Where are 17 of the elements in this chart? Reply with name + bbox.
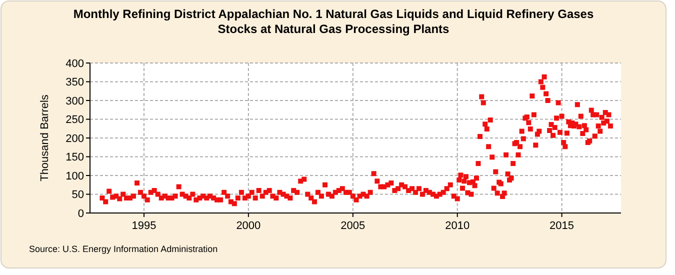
chart-title: Monthly Refining District Appalachian No. 1 Natural Gas Liquids and Liquid Refinery Gases Stocks at Natural Gas Processing Plants <box>73 7 594 36</box>
x-tick-label: 2005 <box>340 220 366 232</box>
y-tick-label: 0 <box>78 208 84 220</box>
y-axis-title: Thousand Barrels <box>39 94 51 182</box>
y-tick-label: 400 <box>66 58 84 70</box>
x-tick-label: 2015 <box>550 220 574 232</box>
y-tick-label: 150 <box>66 152 84 164</box>
y-tick-label: 350 <box>66 76 84 89</box>
y-tick-label: 50 <box>72 189 84 202</box>
y-tick-label: 300 <box>66 95 84 108</box>
y-tick-label: 200 <box>66 132 84 145</box>
x-tick-label: 2010 <box>445 220 470 232</box>
x-tick-label: 2000 <box>236 220 261 232</box>
y-tick-label: 250 <box>66 114 84 126</box>
source-note: Source: U.S. Energy Information Administration <box>29 244 218 254</box>
y-tick-label: 100 <box>66 170 84 182</box>
x-tick-label: 1995 <box>132 220 156 232</box>
